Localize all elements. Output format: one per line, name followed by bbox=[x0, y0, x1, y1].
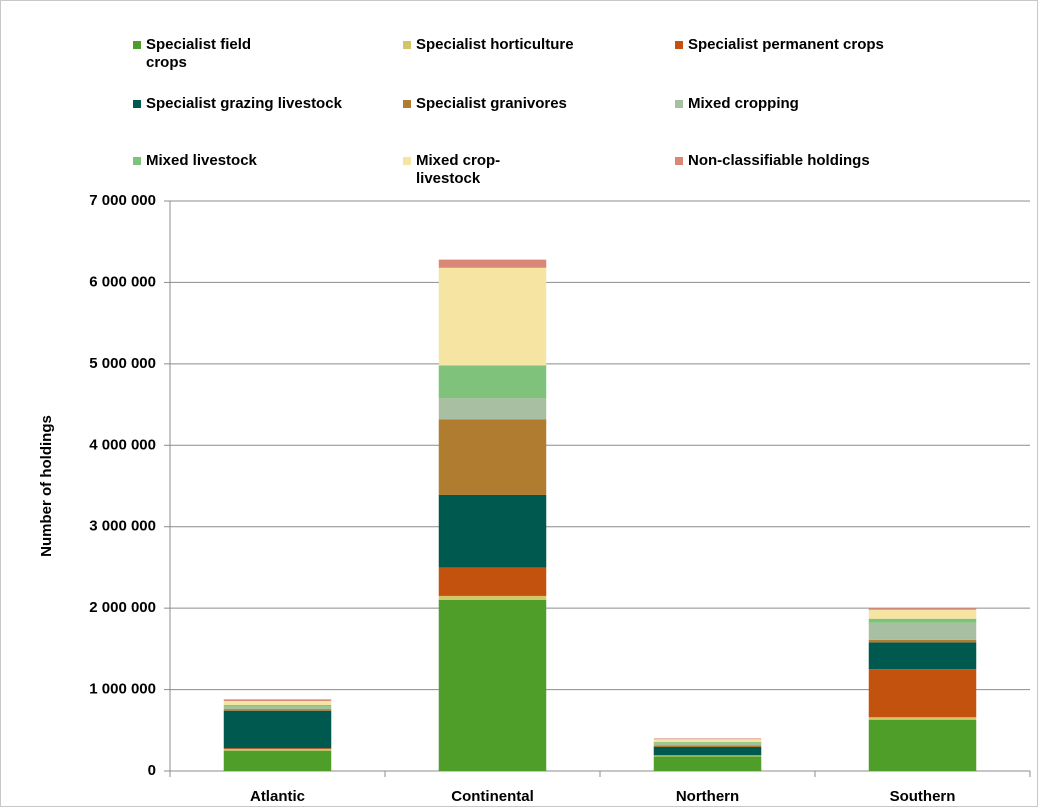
x-tick-label: Northern bbox=[676, 788, 739, 805]
y-tick-label: 7 000 000 bbox=[89, 192, 156, 209]
x-tick-label: Atlantic bbox=[250, 788, 305, 805]
legend-label: Specialist grazing livestock bbox=[146, 95, 342, 112]
legend-item: Specialist permanent crops bbox=[675, 36, 884, 54]
legend-item: Mixed livestock bbox=[133, 152, 257, 170]
y-tick-label: 4 000 000 bbox=[89, 436, 156, 453]
x-tick-label: Continental bbox=[451, 788, 534, 805]
legend-item: Non-classifiable holdings bbox=[675, 152, 870, 170]
legend-swatch bbox=[403, 157, 411, 165]
bar-segment bbox=[653, 746, 762, 756]
y-tick-label: 0 bbox=[148, 762, 156, 779]
bar-segment bbox=[653, 755, 762, 757]
legend-label: Specialist granivores bbox=[416, 95, 567, 112]
legend-swatch bbox=[403, 41, 411, 49]
y-tick-label: 2 000 000 bbox=[89, 599, 156, 616]
bar-segment bbox=[868, 639, 977, 643]
bar-segment bbox=[868, 669, 977, 718]
legend-label: Mixed crop-livestock bbox=[416, 152, 501, 187]
bar-segment bbox=[653, 739, 762, 743]
legend-item: Specialist granivores bbox=[403, 95, 567, 113]
y-axis-label: Number of holdings bbox=[38, 415, 55, 557]
bar-segment bbox=[438, 567, 547, 596]
bar-segment bbox=[223, 705, 332, 707]
legend-item: Mixed crop-livestock bbox=[403, 152, 556, 188]
bar-segment bbox=[223, 706, 332, 710]
y-tick-label: 5 000 000 bbox=[89, 355, 156, 372]
bar-segment bbox=[868, 608, 977, 610]
bar-segment bbox=[223, 750, 332, 771]
bar-segment bbox=[868, 642, 977, 670]
bar-segment bbox=[438, 267, 547, 366]
bar-segment bbox=[868, 719, 977, 771]
bar-segment bbox=[438, 365, 547, 399]
legend-label: Mixed livestock bbox=[146, 152, 257, 169]
bar-segment bbox=[653, 743, 762, 746]
bar-segment bbox=[223, 709, 332, 711]
y-tick-label: 6 000 000 bbox=[89, 273, 156, 290]
bar-segment bbox=[653, 745, 762, 747]
legend-swatch bbox=[133, 157, 141, 165]
legend-label: Mixed cropping bbox=[688, 95, 799, 112]
bar-segment bbox=[438, 419, 547, 495]
bar-segment bbox=[868, 622, 977, 640]
bar-segment bbox=[223, 700, 332, 706]
bar-segment bbox=[868, 717, 977, 720]
legend-swatch bbox=[133, 100, 141, 108]
bar-segment bbox=[438, 494, 547, 568]
legend-label: Specialist field crops bbox=[146, 36, 252, 71]
bar-segment bbox=[868, 609, 977, 619]
bar-segment bbox=[868, 618, 977, 623]
bar-segment bbox=[438, 600, 547, 771]
legend-item: Specialist horticulture bbox=[403, 36, 574, 54]
y-tick-label: 1 000 000 bbox=[89, 681, 156, 698]
legend-item: Specialist field crops bbox=[133, 36, 256, 72]
legend-swatch bbox=[675, 41, 683, 49]
y-tick-label: 3 000 000 bbox=[89, 518, 156, 535]
legend-label: Specialist horticulture bbox=[416, 36, 574, 53]
legend-swatch bbox=[403, 100, 411, 108]
bar-segment bbox=[653, 742, 762, 744]
legend-label: Non-classifiable holdings bbox=[688, 152, 870, 169]
bar-segment bbox=[653, 738, 762, 740]
bar-segment bbox=[223, 748, 332, 750]
legend-swatch bbox=[133, 41, 141, 49]
bar-segment bbox=[223, 749, 332, 751]
bar-segment bbox=[223, 699, 332, 701]
legend-label: Specialist permanent crops bbox=[688, 36, 884, 53]
legend-swatch bbox=[675, 157, 683, 165]
x-tick-label: Southern bbox=[890, 788, 956, 805]
legend-swatch bbox=[675, 100, 683, 108]
bar-segment bbox=[438, 595, 547, 600]
bar-segment bbox=[438, 398, 547, 420]
legend-item: Specialist grazing livestock bbox=[133, 95, 342, 113]
legend-item: Mixed cropping bbox=[675, 95, 799, 113]
bar-segment bbox=[653, 756, 762, 771]
bar-segment bbox=[438, 259, 547, 268]
bar-segment bbox=[223, 710, 332, 749]
